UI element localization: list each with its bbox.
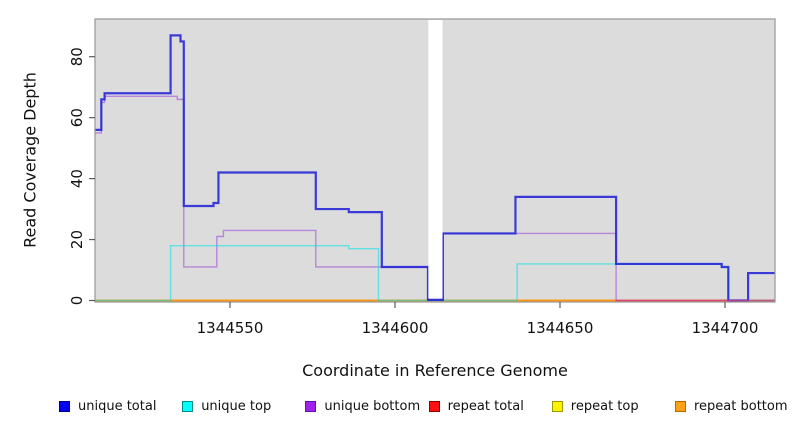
plot-panel-border (94, 18, 776, 303)
legend-label: repeat total (447, 398, 524, 414)
legend-item-unique-top: unique top (182, 398, 272, 414)
legend-label: unique total (78, 398, 157, 414)
legend-swatch-unique-top (182, 400, 194, 412)
legend-label: repeat bottom (694, 398, 788, 414)
legend-swatch-unique-bottom (305, 400, 317, 412)
plot-svg: 1344550 1344600 1344650 1344700 0 20 40 60 80 (68, 18, 776, 337)
y-tick-label: 60 (68, 108, 86, 127)
legend-label: unique bottom (324, 398, 421, 414)
x-tick-label: 1344700 (692, 319, 759, 337)
legend-swatch-repeat-top (551, 400, 563, 412)
legend-item-repeat-bottom: repeat bottom (675, 398, 788, 414)
legend-item-unique-bottom: unique bottom (305, 398, 421, 414)
legend-label: unique top (201, 398, 272, 414)
legend-swatch-unique-total (59, 400, 70, 412)
series-unique-total-line (94, 34, 775, 302)
x-axis-title: Coordinate in Reference Genome (302, 361, 568, 380)
legend-item-repeat-total: repeat total (428, 398, 524, 414)
legend-item-repeat-top: repeat top (551, 398, 639, 414)
legend-item-unique-total: unique total (59, 398, 157, 414)
coverage-gap-band (428, 20, 443, 299)
x-tick-label: 1344650 (527, 319, 594, 337)
legend-swatch-repeat-total (428, 400, 440, 412)
y-tick-label: 40 (68, 169, 86, 188)
y-tick-label: 0 (68, 296, 86, 306)
y-tick-label: 80 (68, 47, 86, 66)
y-axis-title: Read Coverage Depth (20, 72, 40, 248)
y-tick-label: 20 (68, 230, 86, 249)
legend-swatch-repeat-bottom (675, 400, 686, 412)
legend-label: repeat top (570, 398, 639, 414)
x-tick-label: 1344600 (362, 319, 429, 337)
x-tick-label: 1344550 (197, 319, 264, 337)
